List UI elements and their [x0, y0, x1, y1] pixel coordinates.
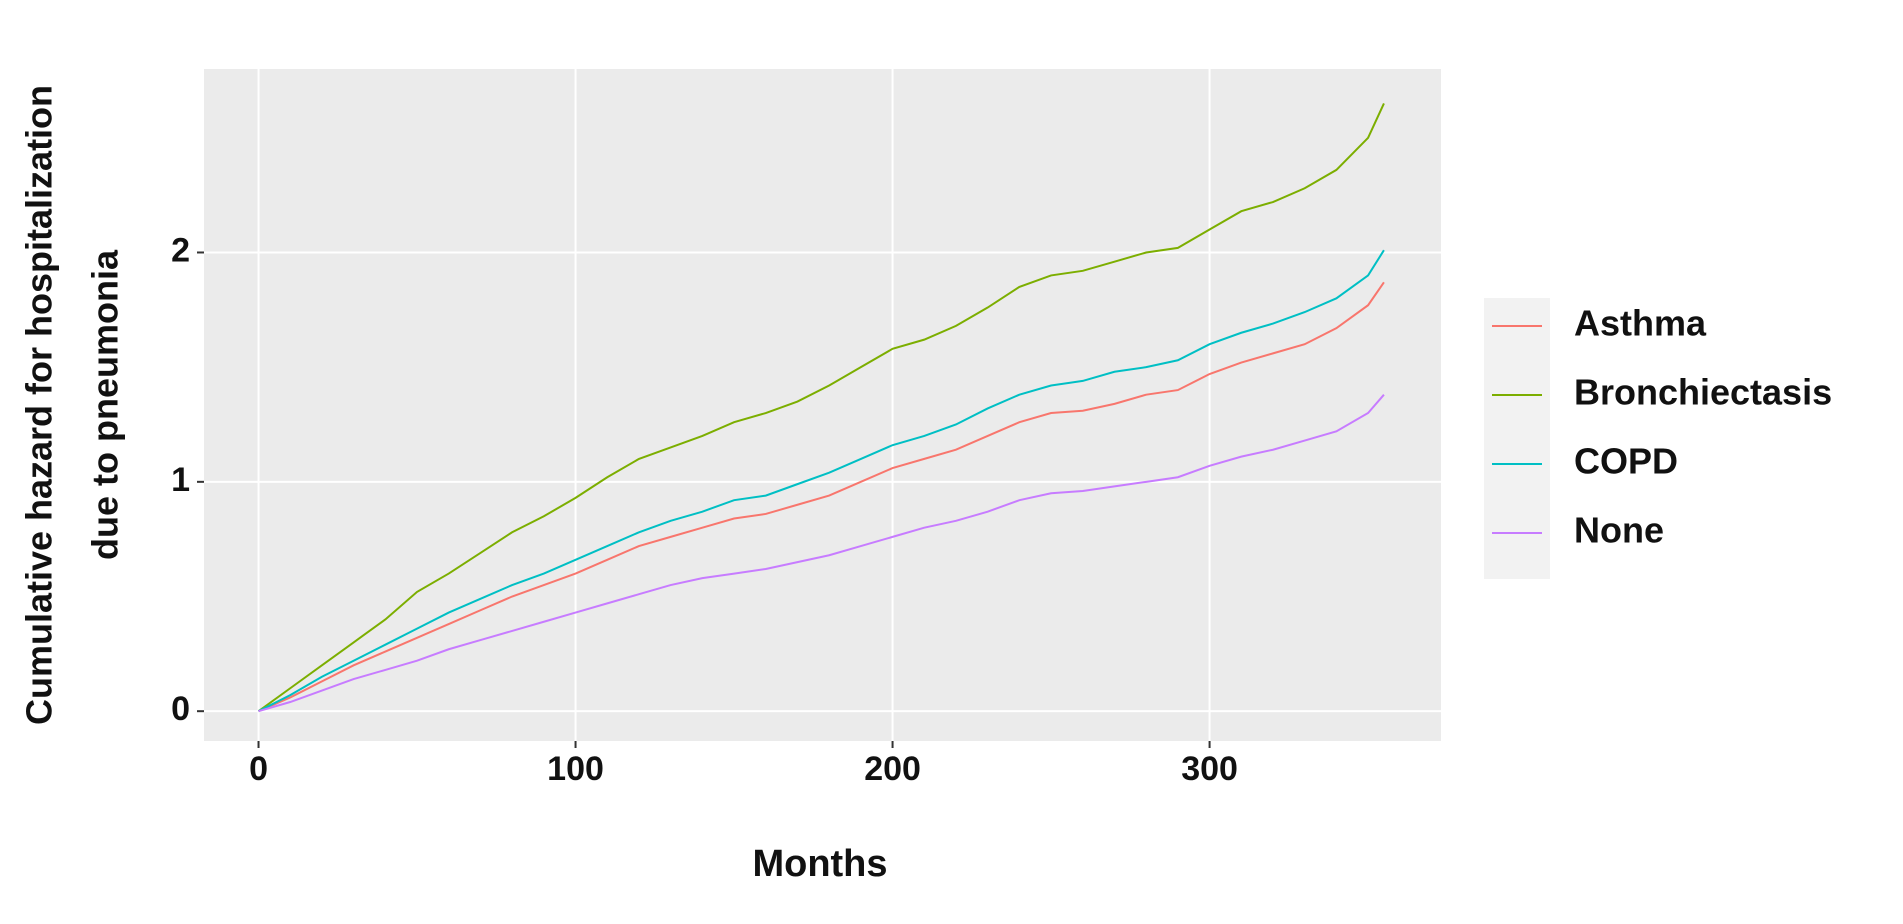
plot-panel: [204, 69, 1441, 741]
y-axis-title: Cumulative hazard for hospitalization: [19, 85, 60, 725]
legend-label: None: [1574, 510, 1664, 551]
y-tick-label: 2: [171, 231, 190, 269]
x-tick-label: 300: [1181, 750, 1238, 788]
y-tick-label: 1: [171, 461, 190, 499]
legend-label: Asthma: [1574, 303, 1707, 344]
legend-label: COPD: [1574, 441, 1678, 482]
x-axis-title: Months: [752, 843, 887, 885]
legend-label: Bronchiectasis: [1574, 372, 1832, 413]
y-tick-label: 0: [171, 690, 190, 728]
y-axis-title: due to pneumonia: [85, 249, 126, 560]
x-tick-label: 200: [864, 750, 921, 788]
x-tick-label: 0: [249, 750, 268, 788]
line: [258, 394, 1385, 713]
line: [258, 281, 1385, 713]
line: [258, 249, 1385, 713]
line: [257, 102, 1385, 712]
x-tick-label: 100: [547, 750, 604, 788]
legend-box: [1484, 298, 1550, 579]
